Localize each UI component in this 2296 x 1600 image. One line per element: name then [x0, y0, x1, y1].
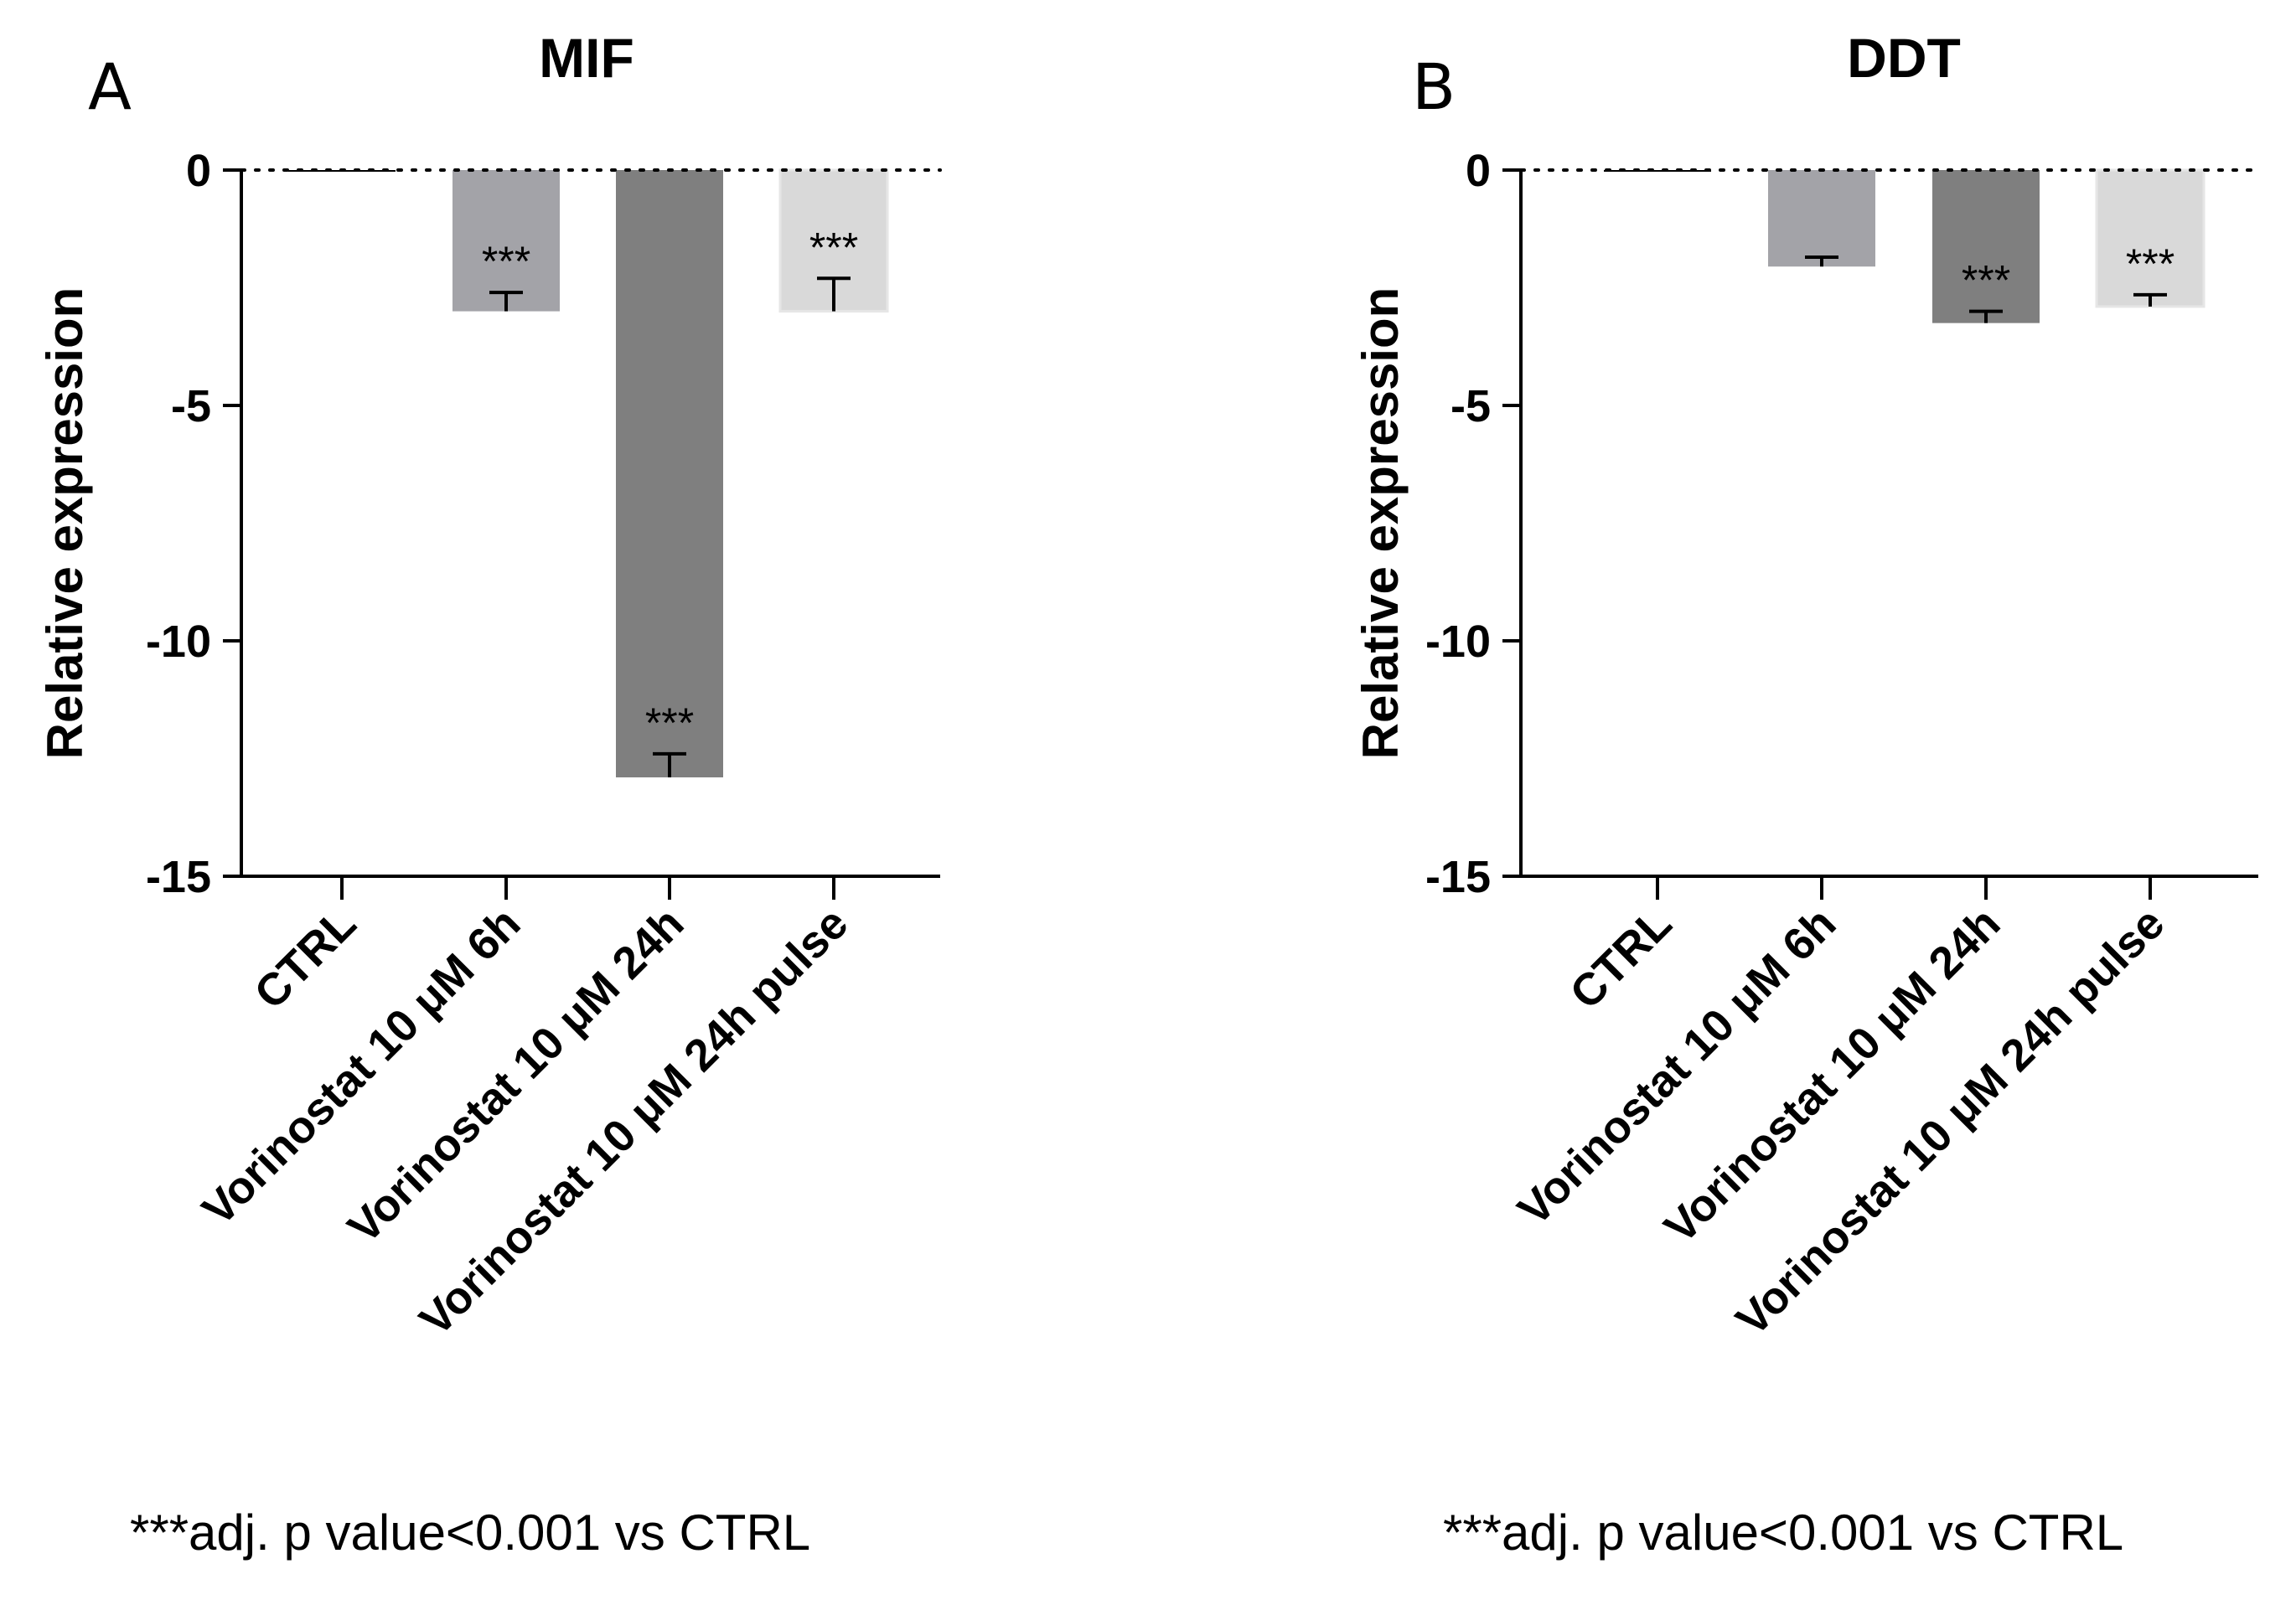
y-tick-label: -10 [146, 617, 211, 667]
y-axis-label: Relative expression [37, 287, 93, 760]
significance-marker-2: *** [482, 238, 530, 285]
y-tick-label: -10 [1425, 617, 1491, 667]
y-tick-label: -15 [146, 852, 211, 902]
chart-title: MIF [539, 27, 634, 89]
chart-title: DDT [1847, 27, 1961, 89]
bar-3 [616, 170, 723, 777]
bar-2 [452, 170, 560, 312]
significance-marker-4: *** [2126, 240, 2174, 287]
panel-letter: A [88, 49, 132, 124]
y-tick-label: -5 [1451, 381, 1491, 431]
y-tick-label: -5 [171, 381, 211, 431]
y-axis-label: Relative expression [1352, 287, 1409, 760]
chart-panel-a: A MIF Relative expression *** *** *** 0 -5 -10 -1… [37, 27, 942, 1561]
bar-3 [1932, 170, 2040, 323]
category-label: Vorinostat 10 μM 6h [193, 898, 530, 1235]
y-tick-label: 0 [1466, 146, 1491, 196]
bar-4 [2095, 168, 2206, 308]
category-label: Vorinostat 10 μM 24h [339, 898, 694, 1253]
category-label: Vorinostat 10 μM 24h [1655, 898, 2010, 1253]
significance-marker-4: *** [809, 224, 858, 271]
significance-marker-3: *** [1962, 257, 2010, 304]
bar-2 [1768, 170, 1875, 267]
chart-panel-b: B DDT Relative expression *** *** 0 -5 -10 -15 CT… [1352, 27, 2260, 1561]
footnote: ***adj. p value<0.001 vs CTRL [130, 1505, 810, 1561]
category-label: CTRL [245, 898, 365, 1019]
category-label: Vorinostat 10 μM 6h [1508, 898, 1845, 1235]
significance-marker-3: *** [645, 699, 694, 746]
footnote: ***adj. p value<0.001 vs CTRL [1443, 1505, 2123, 1561]
y-tick-label: -15 [1425, 852, 1491, 902]
y-tick-label: 0 [186, 146, 211, 196]
category-label: CTRL [1560, 898, 1681, 1019]
bar-1 [1604, 170, 1711, 172]
panel-letter: B [1412, 49, 1456, 124]
